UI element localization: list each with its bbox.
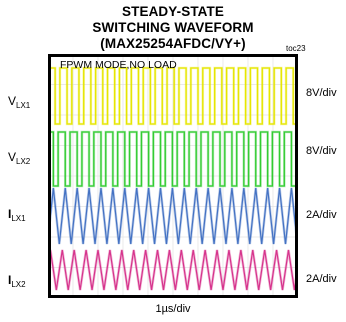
- channel-label-vlx1: VLX1: [8, 94, 31, 110]
- channel-label-sub: LX1: [11, 214, 26, 223]
- scale-label-vlx1: 8V/div: [306, 87, 337, 99]
- channel-label-sub: LX2: [11, 280, 26, 289]
- trace-glow: [48, 66, 298, 126]
- trace-glow: [48, 130, 298, 188]
- scale-label-vlx2: 8V/div: [306, 145, 337, 157]
- channel-label-ilx2: ILX2: [8, 273, 26, 289]
- chart-title-line-2: SWITCHING WAVEFORM: [92, 20, 254, 35]
- chart-title-line-3: (MAX25254AFDC/VY+): [100, 36, 246, 51]
- oscilloscope-svg: FPWM MODE,NO LOAD: [48, 54, 298, 298]
- channel-label-main: V: [8, 150, 17, 164]
- trace-ilx1: [48, 187, 298, 245]
- channel-label-main: V: [8, 94, 17, 108]
- chart-title-line-1: STEADY-STATE: [122, 4, 224, 19]
- trace-ilx2: [48, 249, 298, 291]
- annotation-mode-text: FPWM MODE,NO LOAD: [60, 59, 177, 71]
- trace-vlx1: [48, 67, 298, 125]
- scale-label-ilx2: 2A/div: [306, 273, 337, 285]
- channel-label-main: I: [8, 207, 12, 221]
- scale-label-ilx1: 2A/div: [306, 209, 337, 221]
- x-axis-label: 1µs/div: [155, 303, 191, 315]
- channel-label-vlx2: VLX2: [8, 150, 31, 166]
- channel-label-sub: LX1: [16, 101, 31, 110]
- channel-label-sub: LX2: [16, 157, 31, 166]
- trace-vlx2: [48, 131, 298, 187]
- scope-border: [48, 54, 298, 298]
- channel-label-main: I: [8, 273, 12, 287]
- scope-plot-area: FPWM MODE,NO LOAD: [48, 54, 298, 298]
- figure-id: toc23: [286, 44, 306, 53]
- trace-glow: [48, 187, 298, 245]
- trace-glow: [48, 249, 298, 291]
- channel-label-ilx1: ILX1: [8, 207, 26, 223]
